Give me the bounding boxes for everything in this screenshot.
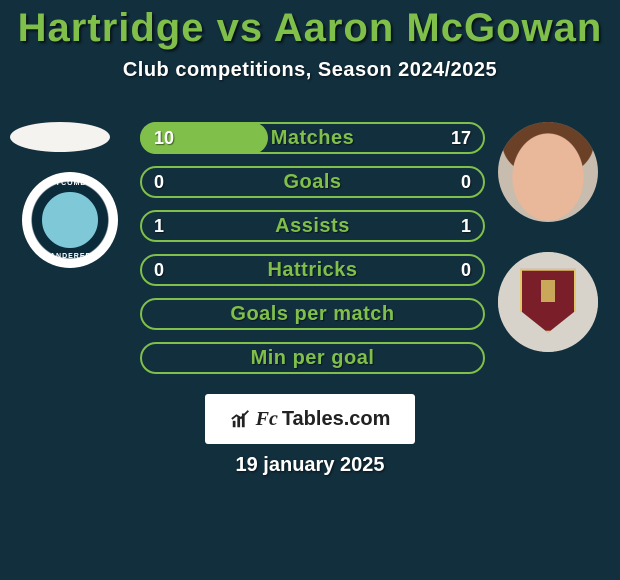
club-badge-text: WYCOMBE	[24, 180, 116, 187]
watermark-badge: FcTables.com	[205, 394, 415, 444]
stat-row: 0 Hattricks 0	[140, 254, 485, 286]
stat-label: Hattricks	[267, 259, 357, 282]
stat-value-left: 0	[154, 256, 164, 284]
page-subtitle: Club competitions, Season 2024/2025	[0, 59, 620, 82]
stat-row: 10 Matches 17	[140, 122, 485, 154]
stat-row: 1 Assists 1	[140, 210, 485, 242]
stat-value-right: 0	[461, 168, 471, 196]
stat-row: Min per goal	[140, 342, 485, 374]
page-title: Hartridge vs Aaron McGowan	[0, 0, 620, 51]
stat-value-right: 17	[451, 124, 471, 152]
stat-label: Min per goal	[251, 347, 375, 370]
watermark-prefix: Fc	[256, 408, 278, 431]
stat-value-left: 10	[154, 124, 174, 152]
stat-label: Goals	[283, 171, 341, 194]
stat-label: Matches	[271, 127, 355, 150]
date-label: 19 january 2025	[0, 454, 620, 477]
stat-row: 0 Goals 0	[140, 166, 485, 198]
player-left-club-badge: WYCOMBE WANDERERS	[22, 172, 118, 268]
club-badge-text: WANDERERS	[24, 253, 116, 260]
stat-value-right: 0	[461, 256, 471, 284]
stat-value-left: 1	[154, 212, 164, 240]
watermark-suffix: Tables.com	[282, 408, 391, 431]
stat-row: Goals per match	[140, 298, 485, 330]
stat-value-left: 0	[154, 168, 164, 196]
stat-label: Goals per match	[230, 303, 394, 326]
stat-label: Assists	[275, 215, 350, 238]
stats-table: 10Matches170Goals01Assists10Hattricks0Go…	[140, 122, 485, 386]
club-badge-inner	[38, 188, 102, 252]
player-left-photo	[10, 122, 110, 152]
player-right-club-badge	[498, 252, 598, 352]
chart-icon	[230, 408, 252, 430]
player-right-photo	[498, 122, 598, 222]
stat-value-right: 1	[461, 212, 471, 240]
